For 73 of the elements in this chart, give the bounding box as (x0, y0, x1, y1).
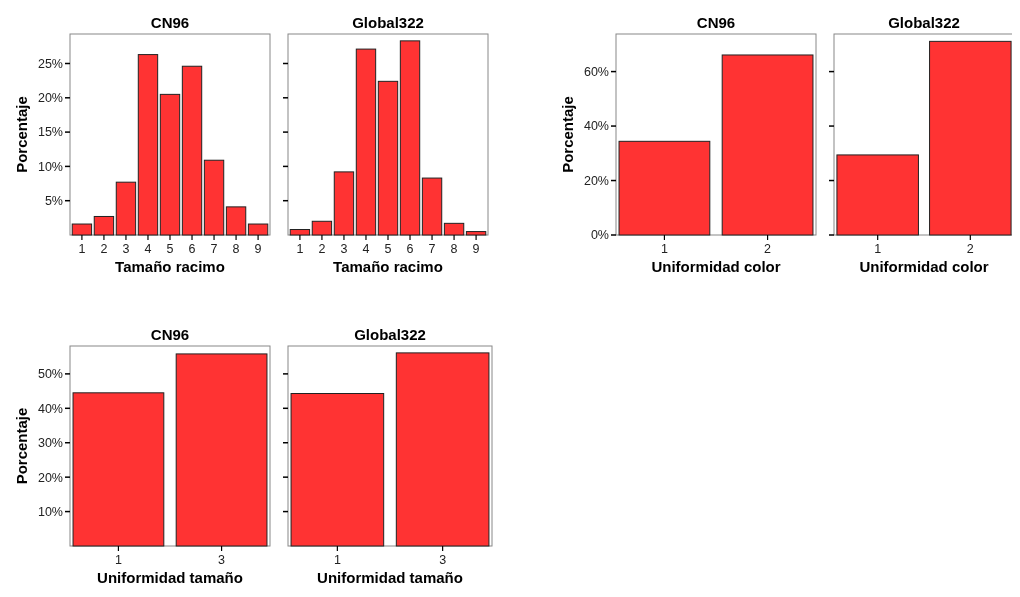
x-tick-label: 5 (166, 242, 174, 256)
chart-title: CN96 (696, 14, 736, 31)
x-tick-label: 8 (232, 242, 240, 256)
bar (421, 177, 443, 236)
x-tick-label: 2 (966, 242, 974, 256)
x-tick-label: 3 (439, 553, 447, 567)
y-tick-label: 60% (583, 64, 609, 79)
y-tick-label: 20% (37, 91, 63, 106)
bar (181, 65, 203, 236)
bar (333, 171, 355, 236)
x-tick-label: 3 (340, 242, 348, 256)
x-tick-label: 1 (78, 242, 86, 256)
chart-title: Global322 (888, 14, 960, 31)
x-tick-label: 7 (210, 242, 218, 256)
x-axis-title: Uniformidad tamaño (317, 569, 463, 586)
y-tick-label: 30% (37, 436, 63, 451)
chart-title: Global322 (354, 326, 426, 343)
x-axis-title: Tamaño racimo (115, 258, 225, 275)
y-tick-label: 10% (37, 504, 63, 519)
x-tick-label: 1 (333, 553, 341, 567)
bar (93, 215, 115, 236)
x-tick-label: 7 (428, 242, 436, 256)
y-axis-title: Porcentaje (559, 96, 576, 173)
x-tick-label: 4 (144, 242, 152, 256)
y-tick-label: 50% (37, 367, 63, 382)
chart-title: Global322 (352, 14, 424, 31)
x-tick-label: 6 (188, 242, 196, 256)
y-tick-label: 0% (590, 228, 609, 243)
x-tick-label: 2 (100, 242, 108, 256)
bar (289, 229, 311, 236)
x-tick-label: 4 (362, 242, 370, 256)
x-tick-label: 5 (384, 242, 392, 256)
bar (443, 222, 465, 236)
x-tick-label: 3 (218, 553, 226, 567)
x-tick-label: 1 (874, 242, 882, 256)
y-axis-title: Porcentaje (13, 96, 30, 173)
x-tick-label: 9 (472, 242, 480, 256)
y-tick-label: 5% (44, 194, 63, 209)
y-tick-label: 20% (583, 173, 609, 188)
bar (377, 80, 399, 236)
y-tick-label: 10% (37, 159, 63, 174)
bar (225, 206, 247, 236)
bar (137, 54, 159, 236)
x-tick-label: 1 (296, 242, 304, 256)
x-tick-label: 8 (450, 242, 458, 256)
y-tick-label: 40% (37, 401, 63, 416)
x-axis-title: Uniformidad color (651, 258, 781, 275)
y-tick-label: 20% (37, 470, 63, 485)
x-tick-label: 1 (114, 553, 122, 567)
y-axis-title: Porcentaje (13, 407, 30, 485)
x-tick-label: 9 (254, 242, 262, 256)
bar (311, 220, 333, 236)
bar (159, 93, 181, 236)
y-tick-label: 40% (583, 119, 609, 134)
chart-title: CN96 (150, 326, 190, 343)
bar (247, 223, 269, 236)
x-axis-title: Uniformidad color (859, 258, 989, 275)
x-axis-title: Uniformidad tamaño (97, 569, 243, 586)
bar (71, 223, 93, 236)
x-tick-label: 1 (660, 242, 668, 256)
bar (465, 231, 487, 236)
bar (399, 40, 421, 236)
chart-title: CN96 (150, 14, 190, 31)
x-tick-label: 2 (764, 242, 772, 256)
x-tick-label: 6 (406, 242, 414, 256)
bar (203, 159, 225, 236)
bar (355, 48, 377, 236)
y-tick-label: 25% (37, 56, 63, 71)
bar (115, 181, 137, 236)
x-axis-title: Tamaño racimo (333, 258, 443, 275)
y-tick-label: 15% (37, 125, 63, 140)
x-tick-label: 3 (122, 242, 130, 256)
x-tick-label: 2 (318, 242, 326, 256)
